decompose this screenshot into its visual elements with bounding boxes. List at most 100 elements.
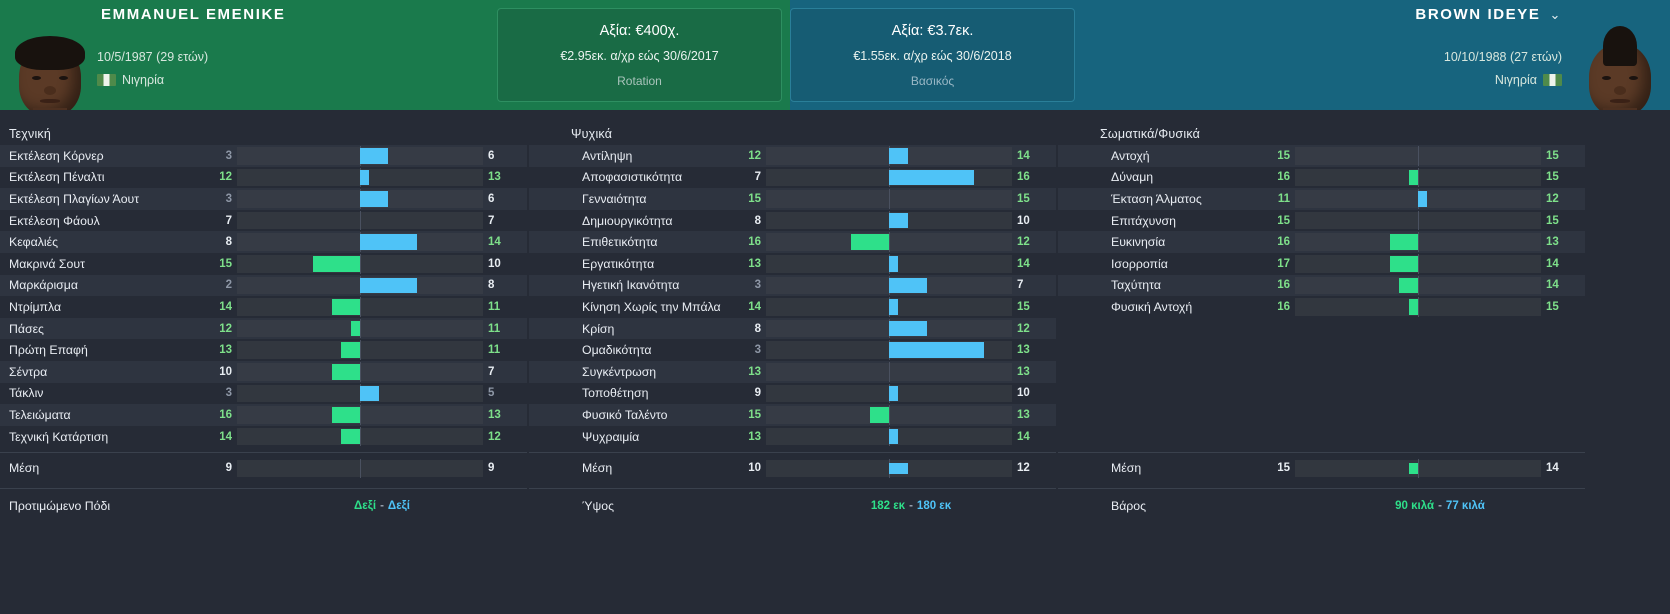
footer-label: Βάρος [1111, 499, 1147, 514]
attribute-row[interactable]: Εκτέλεση Πέναλτι 12 13 [0, 167, 527, 189]
attribute-row[interactable]: Ντρίμπλα 14 11 [0, 296, 527, 318]
attribute-row[interactable]: Δύναμη 16 15 [1058, 167, 1585, 189]
attribute-value-right: 14 [1017, 257, 1030, 270]
attribute-row[interactable]: Φυσικό Ταλέντο 15 13 [529, 404, 1056, 426]
bar-left-advantage [870, 407, 889, 423]
attribute-row[interactable]: Επιτάχυνση 15 15 [1058, 210, 1585, 232]
attribute-name: Τεχνική Κατάρτιση [9, 429, 109, 444]
bar-right-advantage [889, 277, 927, 294]
attribute-value-right: 13 [1017, 365, 1030, 378]
right-player-name[interactable]: BROWN IDEYE ⌄ [1415, 6, 1562, 23]
attribute-value-right: 12 [1017, 322, 1030, 335]
attribute-row[interactable]: Τεχνική Κατάρτιση 14 12 [0, 426, 527, 448]
attribute-row[interactable]: Εργατικότητα 13 14 [529, 253, 1056, 275]
footer-separator: - [1438, 500, 1442, 513]
attribute-value-right: 13 [1017, 408, 1030, 421]
divider [0, 488, 527, 490]
attribute-name: Εκτέλεση Πέναλτι [9, 170, 105, 185]
attribute-row[interactable]: Ηγετική Ικανότητα 3 7 [529, 274, 1056, 297]
bar-left-advantage [1408, 299, 1418, 315]
attribute-row[interactable]: Ψυχραιμία 13 14 [529, 426, 1056, 448]
attribute-name: Μαρκάρισμα [9, 278, 78, 293]
attribute-row[interactable]: Ευκινησία 16 13 [1058, 231, 1585, 253]
attribute-diff-bar [766, 361, 1012, 383]
attribute-diff-bar [1295, 145, 1541, 167]
attribute-diff-bar [766, 404, 1012, 426]
footer-separator: - [909, 500, 913, 513]
attribute-value-left: 14 [219, 300, 232, 313]
bar-left-advantage [331, 363, 360, 380]
attribute-value-right: 11 [488, 300, 501, 313]
attribute-value-left: 10 [219, 365, 232, 378]
bar-left-advantage [1408, 462, 1418, 475]
attribute-diff-bar [237, 188, 483, 210]
attribute-value-right: 13 [488, 171, 501, 184]
footer-values: 182 εκ -180 εκ [766, 500, 1056, 512]
attribute-row[interactable]: Επιθετικότητα 16 12 [529, 231, 1056, 253]
attribute-diff-bar [237, 458, 483, 480]
attribute-row[interactable]: Συγκέντρωση 13 13 [529, 360, 1056, 383]
bar-right-advantage [889, 385, 899, 402]
attribute-value-right: 14 [1546, 257, 1559, 270]
attribute-column-mental: Ψυχικά Αντίληψη 12 14 Αποφασιστικότητα 7 16 Γεν… [529, 124, 1056, 523]
left-player-value-card[interactable]: Αξία: €400χ. €2.95εκ. α/χρ εώς 30/6/2017… [497, 8, 782, 102]
attribute-name: Κίνηση Χωρίς την Μπάλα [582, 299, 721, 314]
attribute-diff-bar [766, 253, 1012, 275]
right-player-wage: €1.55εκ. α/χρ εώς 30/6/2018 [853, 49, 1012, 63]
attribute-value-right: 6 [488, 149, 495, 162]
attribute-value-right: 10 [1017, 387, 1030, 400]
attribute-diff-bar [237, 275, 483, 297]
bar-left-advantage [341, 342, 360, 358]
attribute-row[interactable]: Εκτέλεση Φάουλ 7 7 [0, 210, 527, 232]
attribute-row[interactable]: Τοποθέτηση 9 10 [529, 383, 1056, 405]
attribute-row[interactable]: Ισορροπία 17 14 [1058, 253, 1585, 275]
attribute-value-left: 13 [748, 365, 761, 378]
attribute-diff-bar [237, 339, 483, 361]
attribute-value-right: 12 [1546, 192, 1559, 205]
attribute-row[interactable]: Πρώτη Επαφή 13 11 [0, 339, 527, 361]
attribute-row[interactable]: Κίνηση Χωρίς την Μπάλα 14 15 [529, 296, 1056, 318]
attribute-row[interactable]: Αντίληψη 12 14 [529, 145, 1056, 167]
bar-right-advantage [889, 462, 908, 475]
divider [529, 452, 1056, 454]
footer-separator: - [380, 500, 384, 513]
attribute-name: Φυσική Αντοχή [1111, 299, 1193, 314]
left-player-birthdate: 10/5/1987 (29 ετών) [97, 50, 209, 64]
attribute-row[interactable]: Κρίση 8 12 [529, 317, 1056, 340]
attribute-row[interactable]: Έκταση Άλματος 11 12 [1058, 188, 1585, 210]
right-player-nation: Νιγηρία [1494, 73, 1537, 87]
attribute-row[interactable]: Ομαδικότητα 3 13 [529, 339, 1056, 361]
attribute-row[interactable]: Μακρινά Σουτ 15 10 [0, 253, 527, 275]
attribute-name: Ντρίμπλα [9, 299, 62, 314]
attribute-row[interactable]: Εκτέλεση Κόρνερ 3 6 [0, 145, 527, 167]
chevron-down-icon[interactable]: ⌄ [1549, 7, 1562, 22]
attribute-row[interactable]: Γενναιότητα 15 15 [529, 188, 1056, 210]
left-player-name[interactable]: EMMANUEL EMENIKE [101, 6, 286, 23]
left-player-role: Rotation [617, 74, 662, 88]
attribute-row[interactable]: Σέντρα 10 7 [0, 360, 527, 383]
attribute-row[interactable]: Φυσική Αντοχή 16 15 [1058, 296, 1585, 318]
attribute-row[interactable]: Δημιουργικότητα 8 10 [529, 210, 1056, 232]
attribute-row[interactable]: Εκτέλεση Πλαγίων Άουτ 3 6 [0, 188, 527, 210]
attribute-row[interactable]: Τελειώματα 16 13 [0, 404, 527, 426]
bar-right-advantage [360, 169, 370, 186]
right-player-value-card[interactable]: Αξία: €3.7εκ. €1.55εκ. α/χρ εώς 30/6/201… [790, 8, 1075, 102]
attribute-diff-bar [237, 253, 483, 275]
attribute-value-left: 2 [225, 279, 232, 292]
attribute-row[interactable]: Ταχύτητα 16 14 [1058, 274, 1585, 297]
attribute-row[interactable]: Μαρκάρισμα 2 8 [0, 274, 527, 297]
attribute-row[interactable]: Τάκλιν 3 5 [0, 383, 527, 405]
attribute-diff-bar [766, 231, 1012, 253]
attribute-diff-bar [237, 167, 483, 189]
divider [0, 452, 527, 454]
footer-label: Ύψος [582, 499, 615, 514]
attribute-name: Δημιουργικότητα [582, 213, 673, 228]
attribute-row[interactable]: Κεφαλιές 8 14 [0, 231, 527, 253]
attribute-value-left: 8 [754, 322, 761, 335]
attribute-row[interactable]: Αποφασιστικότητα 7 16 [529, 167, 1056, 189]
attribute-row[interactable]: Πάσες 12 11 [0, 317, 527, 340]
attribute-row[interactable]: Αντοχή 15 15 [1058, 145, 1585, 167]
divider [1058, 452, 1585, 454]
average-value-left: 10 [748, 462, 761, 475]
attribute-diff-bar [766, 318, 1012, 340]
